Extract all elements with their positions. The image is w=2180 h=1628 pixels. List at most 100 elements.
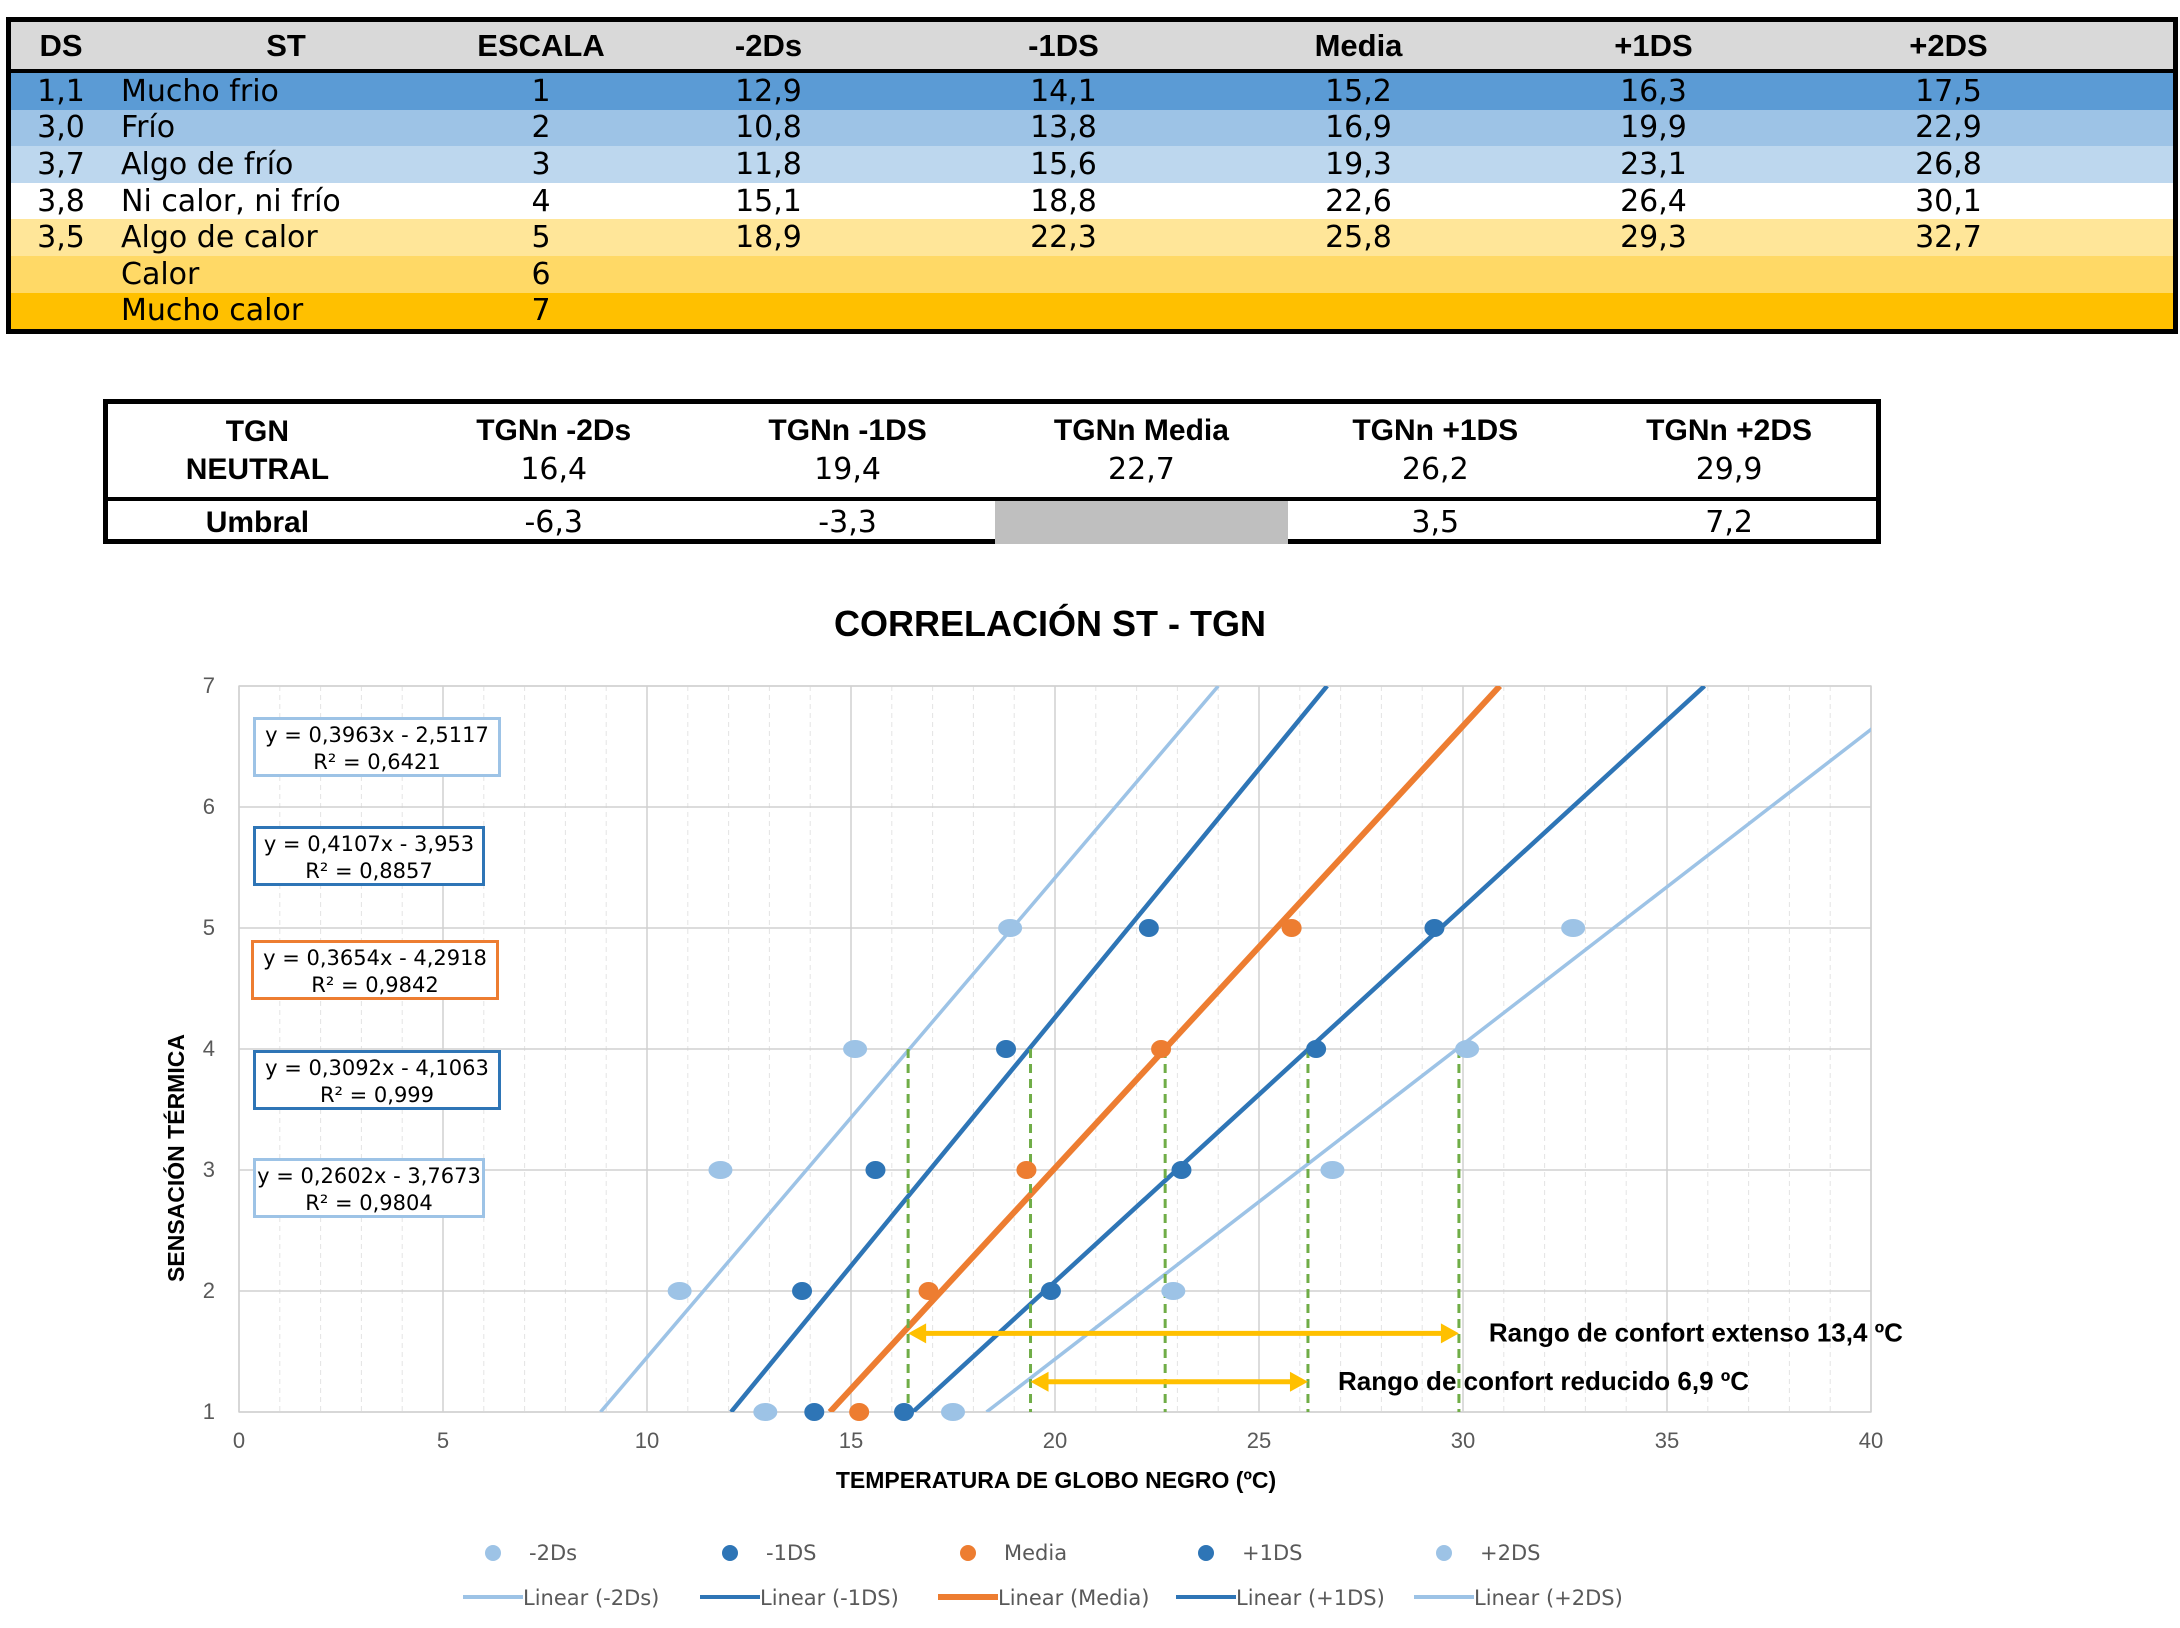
tgnn-header: TGNn +1DS (1352, 413, 1519, 447)
umbral-value: 7,2 (1705, 504, 1753, 540)
tgn-label: TGN (225, 414, 290, 448)
y-tick-label: 7 (203, 673, 215, 698)
x-tick-label: 35 (1655, 1428, 1679, 1453)
tgnn-value: 19,4 (814, 451, 881, 487)
legend-label: +1DS (1242, 1541, 1302, 1565)
value-cell: 14,1 (1030, 73, 1097, 109)
ds-cell: 3,0 (37, 110, 85, 146)
data-point (918, 1282, 939, 1300)
data-point (894, 1403, 915, 1421)
legend-trend-label: Linear (+1DS) (1236, 1586, 1385, 1610)
ds-cell (11, 293, 111, 330)
header-st: ST (266, 27, 306, 63)
value-cell: 15,1 (735, 183, 802, 219)
value-cell: 22,6 (1325, 183, 1392, 219)
data-point (996, 1040, 1017, 1058)
umbral-row: Umbral -6,3 -3,3 3,5 7,2 (108, 501, 1876, 544)
data-point (1424, 919, 1445, 937)
tgnn-cell: TGNn -2Ds 16,4 (407, 404, 701, 497)
value-cell: 12,9 (735, 73, 802, 109)
data-point (1016, 1161, 1037, 1179)
value-cell: 30,1 (1915, 183, 1982, 219)
y-tick-label: 4 (203, 1036, 215, 1061)
umbral-value: -6,3 (524, 504, 583, 540)
data-point (1320, 1161, 1345, 1179)
legend-marker (722, 1545, 738, 1561)
chart-title: CORRELACIÓN ST - TGN (834, 602, 1266, 644)
tgnn-value: 29,9 (1695, 451, 1763, 487)
arrow-head (1030, 1371, 1049, 1392)
x-tick-label: 15 (839, 1428, 863, 1453)
value-cell: 15,6 (1030, 146, 1097, 182)
st-cell: Mucho frio (121, 73, 279, 109)
value-cell: 22,9 (1915, 110, 1982, 146)
tgnn-value: 22,7 (1108, 451, 1175, 487)
arrow-head (1440, 1323, 1459, 1344)
value-cell: 26,8 (1915, 146, 1982, 182)
data-point (804, 1403, 825, 1421)
tgnn-header: TGNn Media (1053, 413, 1229, 447)
legend-trend-label: Linear (-2Ds) (523, 1586, 659, 1610)
data-point (1281, 919, 1302, 937)
scale-table-row: 3,7 Algo de frío 3 11,8 15,6 19,3 23,1 26,8 (11, 146, 2173, 183)
scale-table: DS ST ESCALA -2Ds -1DS Media +1DS +2DS 1… (6, 17, 2178, 335)
header-p2ds: +2DS (1909, 27, 1988, 63)
st-cell: Frío (121, 110, 176, 146)
tgnn-value: 26,2 (1401, 451, 1469, 487)
header-ds: DS (39, 27, 83, 63)
escala-cell: 2 (531, 110, 551, 146)
scale-table-row: Mucho calor 7 (11, 292, 2173, 330)
value-cell: 16,3 (1620, 73, 1687, 109)
range-arrows: Rango de confort extenso 13,4 ºC Rango de… (908, 1317, 1903, 1396)
scale-table-header: DS ST ESCALA -2Ds -1DS Media +1DS +2DS (11, 22, 2173, 73)
value-cell (1801, 293, 2096, 330)
chart-canvas: CORRELACIÓN ST - TGN Rango de confort ex… (162, 602, 1903, 1610)
st-cell: Algo de calor (121, 220, 318, 256)
x-tick-label: 5 (437, 1428, 449, 1453)
x-axis-label: TEMPERATURA DE GLOBO NEGRO (ºC) (836, 1467, 1276, 1493)
guides (906, 1049, 1461, 1412)
tgnn-cell: TGNn Media 22,7 (995, 404, 1289, 497)
legend-trend-label: Linear (Media) (998, 1586, 1149, 1610)
trend-equation: y = 0,2602x - 3,7673 (257, 1164, 481, 1188)
legend-trend-label: Linear (+2DS) (1474, 1586, 1623, 1610)
trend-r2: R² = 0,6421 (313, 750, 441, 774)
value-cell: 13,8 (1030, 110, 1097, 146)
neutral-label: NEUTRAL (185, 452, 330, 486)
value-cell: 32,7 (1915, 220, 1982, 256)
range-label: Rango de confort reducido 6,9 ºC (1338, 1366, 1749, 1396)
value-cell (1506, 256, 1801, 293)
value-cell: 25,8 (1325, 220, 1392, 256)
value-cell: 16,9 (1325, 110, 1392, 146)
range-label: Rango de confort extenso 13,4 ºC (1489, 1317, 1903, 1347)
tgnn-header: TGNn +2DS (1646, 413, 1813, 447)
value-cell: 18,9 (735, 220, 802, 256)
legend-label: +2DS (1480, 1541, 1540, 1565)
trend-r2: R² = 0,8857 (305, 859, 433, 883)
legend-marker (485, 1545, 501, 1561)
umbral-label: Umbral (205, 505, 310, 539)
arrow-head (908, 1323, 927, 1344)
scale-table-row: 3,0 Frío 2 10,8 13,8 16,9 19,9 22,9 (11, 109, 2173, 147)
legend: -2Ds Linear (-2Ds) -1DS Linear (-1DS) Media L… (463, 1541, 1623, 1610)
ds-cell: 3,8 (37, 183, 85, 219)
x-tick-label: 20 (1043, 1428, 1067, 1453)
ds-cell (11, 256, 111, 293)
value-cell: 19,9 (1620, 110, 1687, 146)
value-cell: 29,3 (1620, 220, 1687, 256)
axis-ticks: 0 5 10 15 20 25 30 35 40 1 2 3 4 5 6 7 (203, 673, 1883, 1453)
arrow-head (1289, 1371, 1308, 1392)
escala-cell: 7 (531, 293, 551, 329)
neutral-table-row: TGN NEUTRAL TGNn -2Ds 16,4 TGNn -1DS 19,… (108, 404, 1876, 501)
header-escala: ESCALA (477, 27, 605, 63)
data-point (1171, 1161, 1192, 1179)
trend-equation-box: y = 0,4107x - 3,953 R² = 0,8857 (253, 826, 485, 886)
value-cell: 10,8 (735, 110, 802, 146)
trend-equation-box: y = 0,2602x - 3,7673 R² = 0,9804 (253, 1158, 485, 1218)
umbral-value: 3,5 (1411, 504, 1460, 540)
correlation-chart: CORRELACIÓN ST - TGN Rango de confort ex… (0, 590, 2180, 1628)
legend-marker (960, 1545, 976, 1561)
trend-equation-box: y = 0,3654x - 4,2918 R² = 0,9842 (251, 940, 499, 1000)
ds-cell: 3,7 (37, 146, 85, 182)
data-point (998, 919, 1023, 937)
